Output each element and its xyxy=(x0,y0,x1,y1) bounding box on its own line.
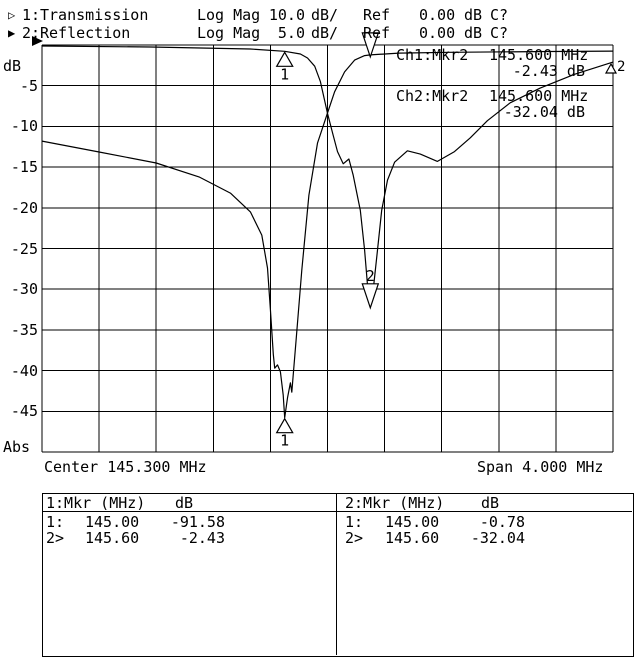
ch2-scale-unit: dB/ xyxy=(311,24,339,42)
row-value: -91.58 xyxy=(170,513,225,531)
ch2-marker-icon: ▶ xyxy=(8,26,16,40)
y-tick: -20 xyxy=(10,199,38,217)
row-freq: 145.60 xyxy=(385,529,440,547)
readout-ch1-value: -2.43 dB xyxy=(512,62,585,80)
y-tick: -10 xyxy=(10,117,38,135)
row-value: -32.04 xyxy=(470,529,525,547)
y-tick: -25 xyxy=(10,240,38,258)
row-value: -0.78 xyxy=(479,513,525,531)
ch1-format: Log Mag xyxy=(197,6,261,24)
row-id: 1: xyxy=(46,513,65,531)
ch1-cal-status: C? xyxy=(490,6,509,24)
table-left-unit: dB xyxy=(175,494,194,512)
marker-arrow-icon xyxy=(275,51,294,67)
marker-number-label: 1 xyxy=(280,65,289,83)
span-frequency: Span 4.000 MHz xyxy=(477,458,604,476)
row-freq: 145.00 xyxy=(385,513,440,531)
trace-end-number-label: 2 xyxy=(617,59,625,75)
ch1-scale-unit: dB/ xyxy=(311,6,339,24)
ch1-scale: 10.0 xyxy=(268,6,305,24)
row-id: 2> xyxy=(345,529,364,547)
marker-arrow-icon xyxy=(361,283,380,310)
marker-number-label: 2 xyxy=(366,267,375,285)
readout-ch2-label: Ch2:Mkr2 xyxy=(396,87,469,105)
y-axis-unit: dB xyxy=(3,57,22,75)
marker-table-divider xyxy=(336,493,337,655)
ch1-trace-name: Transmission xyxy=(40,6,149,24)
center-frequency: Center 145.300 MHz xyxy=(44,458,207,476)
marker-table-border xyxy=(42,493,634,657)
readout-ch1-freq: 145.600 MHz xyxy=(489,46,589,64)
ch2-format: Log Mag xyxy=(197,24,261,42)
row-id: 2> xyxy=(46,529,65,547)
marker-table-header-rule xyxy=(42,511,632,512)
marker-arrow-icon xyxy=(361,32,380,59)
ch1-ref-value: 0.00 xyxy=(419,6,456,24)
marker-arrow-icon xyxy=(275,417,294,434)
y-tick: -45 xyxy=(10,402,38,420)
y-tick: -35 xyxy=(10,321,38,339)
trace2-end-marker: 2 xyxy=(604,59,625,75)
ch2-id: 2: xyxy=(22,24,41,42)
ref-position-arrow-icon xyxy=(32,36,43,46)
ch2-ref-label: Ref xyxy=(363,24,391,42)
marker-number-label: 1 xyxy=(280,432,289,450)
ch2-cal-status: C? xyxy=(490,24,509,42)
ch1-marker-icon: ▷ xyxy=(8,8,16,22)
row-freq: 145.60 xyxy=(85,529,140,547)
y-axis-bottom-label: Abs xyxy=(3,438,31,456)
readout-ch2-value: -32.04 dB xyxy=(503,103,585,121)
ch2-ref-unit: dB xyxy=(464,24,483,42)
ch2-trace-name: Reflection xyxy=(40,24,131,42)
readout-ch2-freq: 145.600 MHz xyxy=(489,87,589,105)
ch2-scale: 5.0 xyxy=(277,24,305,42)
ch1-ref-label: Ref xyxy=(363,6,391,24)
y-tick: -5 xyxy=(19,77,38,95)
row-value: -2.43 xyxy=(179,529,225,547)
table-right-unit: dB xyxy=(481,494,500,512)
table-right-title: 2:Mkr (MHz) xyxy=(345,494,445,512)
trace-markers: 1 2 1 xyxy=(275,32,380,450)
ch1-ref-unit: dB xyxy=(464,6,483,24)
table-left-title: 1:Mkr (MHz) xyxy=(46,494,146,512)
y-tick: -30 xyxy=(10,280,38,298)
trace-transmission xyxy=(41,50,614,419)
row-id: 1: xyxy=(345,513,364,531)
y-tick: -15 xyxy=(10,158,38,176)
y-tick: -40 xyxy=(10,362,38,380)
row-freq: 145.00 xyxy=(85,513,140,531)
readout-ch1-label: Ch1:Mkr2 xyxy=(396,46,469,64)
ch1-id: 1: xyxy=(22,6,41,24)
ch2-ref-value: 0.00 xyxy=(419,24,456,42)
trace-end-arrow-icon xyxy=(604,62,618,74)
